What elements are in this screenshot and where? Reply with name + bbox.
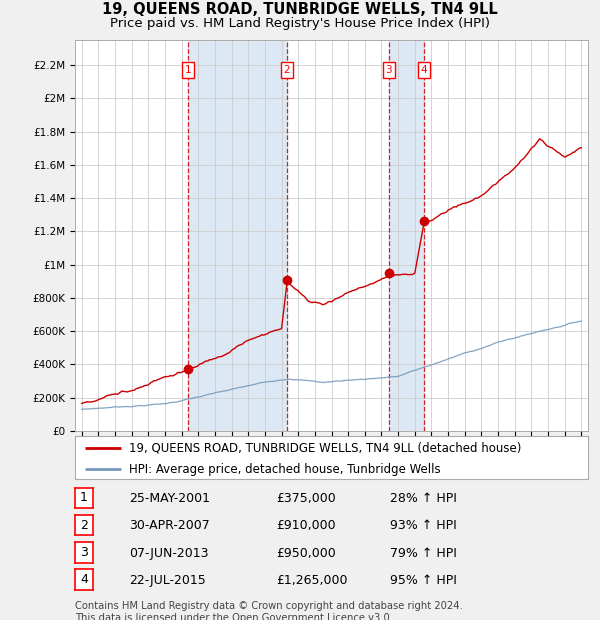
Text: 22-JUL-2015: 22-JUL-2015	[129, 574, 206, 587]
Text: 19, QUEENS ROAD, TUNBRIDGE WELLS, TN4 9LL: 19, QUEENS ROAD, TUNBRIDGE WELLS, TN4 9L…	[102, 2, 498, 17]
Text: 4: 4	[421, 65, 427, 75]
Text: 1: 1	[185, 65, 191, 75]
Text: 1: 1	[80, 491, 88, 504]
Text: 30-APR-2007: 30-APR-2007	[129, 520, 210, 532]
Text: £1,265,000: £1,265,000	[276, 574, 347, 587]
Text: 19, QUEENS ROAD, TUNBRIDGE WELLS, TN4 9LL (detached house): 19, QUEENS ROAD, TUNBRIDGE WELLS, TN4 9L…	[129, 442, 521, 455]
Text: 07-JUN-2013: 07-JUN-2013	[129, 547, 209, 559]
Text: 25-MAY-2001: 25-MAY-2001	[129, 492, 210, 505]
Text: £950,000: £950,000	[276, 547, 336, 559]
Text: 4: 4	[80, 573, 88, 586]
Text: 2: 2	[284, 65, 290, 75]
Text: Price paid vs. HM Land Registry's House Price Index (HPI): Price paid vs. HM Land Registry's House …	[110, 17, 490, 30]
Text: 28% ↑ HPI: 28% ↑ HPI	[390, 492, 457, 505]
Text: 3: 3	[385, 65, 392, 75]
Text: £910,000: £910,000	[276, 520, 335, 532]
Text: £375,000: £375,000	[276, 492, 336, 505]
Text: 93% ↑ HPI: 93% ↑ HPI	[390, 520, 457, 532]
Text: HPI: Average price, detached house, Tunbridge Wells: HPI: Average price, detached house, Tunb…	[129, 463, 440, 476]
Text: 2: 2	[80, 518, 88, 531]
Bar	[188, 40, 287, 431]
Text: 79% ↑ HPI: 79% ↑ HPI	[390, 547, 457, 559]
Bar	[389, 40, 424, 431]
Text: 95% ↑ HPI: 95% ↑ HPI	[390, 574, 457, 587]
Text: 3: 3	[80, 546, 88, 559]
Text: Contains HM Land Registry data © Crown copyright and database right 2024.
This d: Contains HM Land Registry data © Crown c…	[75, 601, 463, 620]
